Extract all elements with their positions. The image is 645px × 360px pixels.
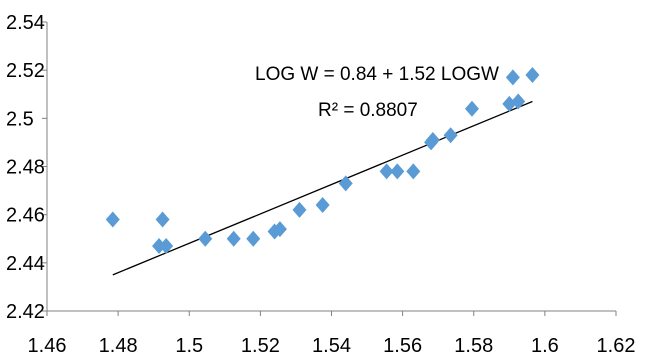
x-tick-label: 1.62	[597, 335, 636, 357]
data-point	[464, 100, 479, 117]
data-point	[425, 132, 440, 149]
data-points	[105, 66, 540, 254]
data-point	[152, 237, 167, 254]
annotations: LOG W = 0.84 + 1.52 LOGW R² = 0.8807	[255, 64, 499, 121]
y-tick-label: 2.44	[6, 253, 45, 275]
trendline-group	[112, 100, 533, 276]
data-point	[155, 211, 170, 228]
data-point	[226, 230, 241, 247]
x-tick-label: 1.48	[99, 335, 138, 357]
x-tick-label: 1.52	[241, 335, 280, 357]
y-tick-label: 2.52	[6, 60, 45, 82]
data-point	[292, 201, 307, 218]
data-point	[390, 163, 405, 180]
equation-label: LOG W = 0.84 + 1.52 LOGW	[255, 64, 499, 85]
data-point	[406, 163, 421, 180]
data-point	[198, 230, 213, 247]
data-point	[159, 237, 174, 254]
data-point	[315, 197, 330, 214]
data-point	[338, 175, 353, 192]
data-point	[379, 163, 394, 180]
y-tick-label: 2.54	[6, 12, 45, 34]
trendline	[112, 100, 533, 276]
r-squared-label: R² = 0.8807	[318, 100, 418, 121]
x-tick-label: 1.54	[312, 335, 351, 357]
y-tick-label: 2.42	[6, 301, 45, 323]
data-point	[525, 66, 540, 83]
y-ticks: 2.42 2.44 2.46 2.48 2.5 2.52 2.54	[6, 12, 47, 323]
data-point	[272, 221, 287, 238]
data-point	[443, 127, 458, 144]
x-tick-label: 1.5	[175, 335, 203, 357]
x-tick-label: 1.6	[531, 335, 559, 357]
x-ticks: 1.46 1.48 1.5 1.52 1.54 1.56 1.58 1.6 1.62	[28, 311, 636, 357]
y-tick-label: 2.5	[6, 108, 34, 130]
y-tick-label: 2.46	[6, 205, 45, 227]
data-point	[105, 211, 120, 228]
data-point	[505, 69, 520, 86]
x-tick-label: 1.56	[383, 335, 422, 357]
x-tick-label: 1.58	[454, 335, 493, 357]
x-tick-label: 1.46	[28, 335, 67, 357]
data-point	[511, 93, 526, 110]
data-point	[246, 230, 261, 247]
y-tick-label: 2.48	[6, 157, 45, 179]
